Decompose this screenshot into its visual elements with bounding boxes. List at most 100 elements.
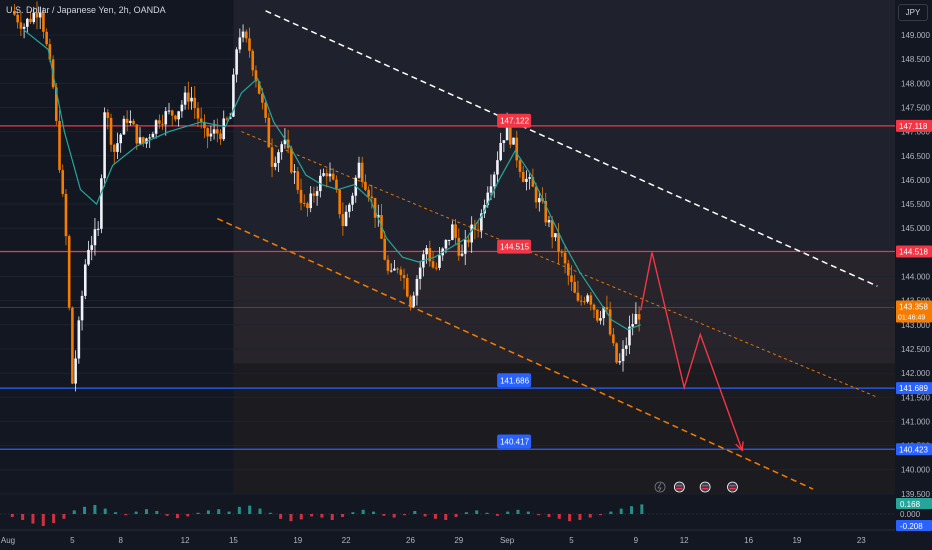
candle-body — [212, 129, 216, 134]
date-tick-label: 16 — [744, 536, 753, 545]
price-tick-label: 148.500 — [901, 55, 930, 64]
oscillator-bar — [310, 514, 314, 517]
oscillator-bar — [144, 509, 148, 514]
candle-body — [431, 261, 435, 268]
date-tick-label: 22 — [342, 536, 351, 545]
candle-body — [624, 345, 628, 349]
candle-body — [473, 224, 477, 230]
price-axis[interactable]: 149.000 148.500 148.000 147.500 147.000 146.5… — [895, 0, 932, 550]
oscillator-bar — [83, 506, 87, 514]
candle-body — [409, 296, 412, 307]
candle-body — [257, 81, 261, 94]
candle-body — [177, 111, 180, 120]
oscillator-bar — [62, 514, 66, 519]
candle-body — [454, 224, 457, 238]
oscillator-bar — [640, 504, 644, 514]
candle-body — [467, 239, 470, 243]
candle-body — [377, 215, 380, 218]
candle-body — [42, 12, 45, 32]
candle-body — [428, 248, 432, 262]
annotation-label: 144.515 — [500, 243, 529, 252]
level-price-tag-label: 140.423 — [899, 445, 928, 454]
candle-body — [444, 239, 448, 249]
candle-body — [338, 189, 341, 215]
flag-stripe — [729, 488, 736, 490]
candle-body — [167, 110, 171, 112]
candle-body — [196, 108, 200, 119]
candle-body — [299, 189, 303, 203]
symbol-title[interactable]: U.S. Dollar / Japanese Yen, 2h, OANDA — [6, 5, 166, 15]
price-tick-label: 140.000 — [901, 466, 930, 475]
candle-body — [525, 178, 528, 182]
candle-body — [277, 152, 280, 164]
price-tick-label: 143.000 — [901, 321, 930, 330]
oscillator-bar — [382, 514, 386, 516]
channel-mid-line — [241, 131, 878, 398]
candle-body — [290, 148, 293, 173]
candle-body — [100, 178, 103, 229]
oscillator-bar — [268, 512, 272, 514]
time-axis[interactable]: Aug 5 8 12 15 19 22 26 29 Sep 5 9 12 16 19 23 — [0, 529, 895, 545]
candle-body — [135, 124, 139, 144]
oscillator-bar — [41, 514, 45, 526]
event-markers[interactable] — [654, 481, 738, 493]
oscillator-bar — [103, 508, 107, 514]
candle-body — [241, 31, 245, 38]
candle-body — [412, 295, 416, 307]
flag-stripe — [702, 485, 709, 487]
candle-body — [106, 112, 110, 118]
candle-body — [273, 163, 277, 167]
candle-body — [425, 248, 428, 255]
candle-body — [563, 252, 567, 264]
candle-body — [476, 229, 480, 231]
date-tick-label: 12 — [680, 536, 689, 545]
candle-body — [618, 361, 622, 363]
ema-polyline — [23, 29, 641, 331]
oscillator-bar — [568, 514, 572, 522]
oscillator-bar — [155, 511, 159, 514]
candle-body — [209, 133, 213, 137]
oscillator-tick-label: -0.208 — [900, 522, 923, 531]
candle-body — [328, 173, 332, 177]
candle-body — [534, 186, 538, 203]
candle-body — [145, 138, 148, 144]
oscillator-bar — [196, 512, 200, 514]
currency-button[interactable]: JPY — [898, 4, 928, 21]
candle-body — [132, 120, 135, 125]
oscillator-bar — [454, 514, 458, 517]
oscillator-bar — [330, 514, 334, 520]
oscillator-bar — [289, 514, 293, 522]
oscillator-bar — [351, 512, 355, 514]
flag-stripe — [702, 488, 709, 490]
candle-body — [296, 171, 300, 190]
candle-body — [341, 214, 345, 226]
trend-channel[interactable] — [216, 10, 878, 490]
candle-body — [386, 259, 390, 271]
candle-body — [615, 343, 618, 363]
candle-body — [396, 268, 399, 270]
horizontal-levels[interactable] — [0, 125, 895, 450]
candle-body — [531, 177, 535, 187]
date-tick-label: 12 — [181, 536, 190, 545]
candle-body — [38, 12, 42, 18]
oscillator-bar — [516, 509, 520, 514]
date-tick-label: 23 — [857, 536, 866, 545]
oscillator-bar — [299, 514, 303, 520]
candle-body — [460, 253, 464, 256]
candle-body — [306, 203, 309, 209]
projection-path[interactable] — [640, 252, 744, 452]
price-axis-bg — [895, 0, 932, 550]
candle-body — [58, 120, 61, 171]
price-tick-label: 145.500 — [901, 200, 930, 209]
oscillator-bar — [186, 514, 190, 517]
price-tick-label: 148.000 — [901, 79, 930, 88]
candle-body — [203, 121, 206, 129]
oscillator-bar — [630, 506, 634, 514]
candle-body — [302, 202, 306, 204]
oscillator-pane — [0, 504, 895, 526]
oscillator-bar — [165, 514, 169, 516]
oscillator-bar — [72, 510, 76, 514]
candle-body — [87, 249, 90, 265]
date-tick-label: 9 — [634, 536, 639, 545]
